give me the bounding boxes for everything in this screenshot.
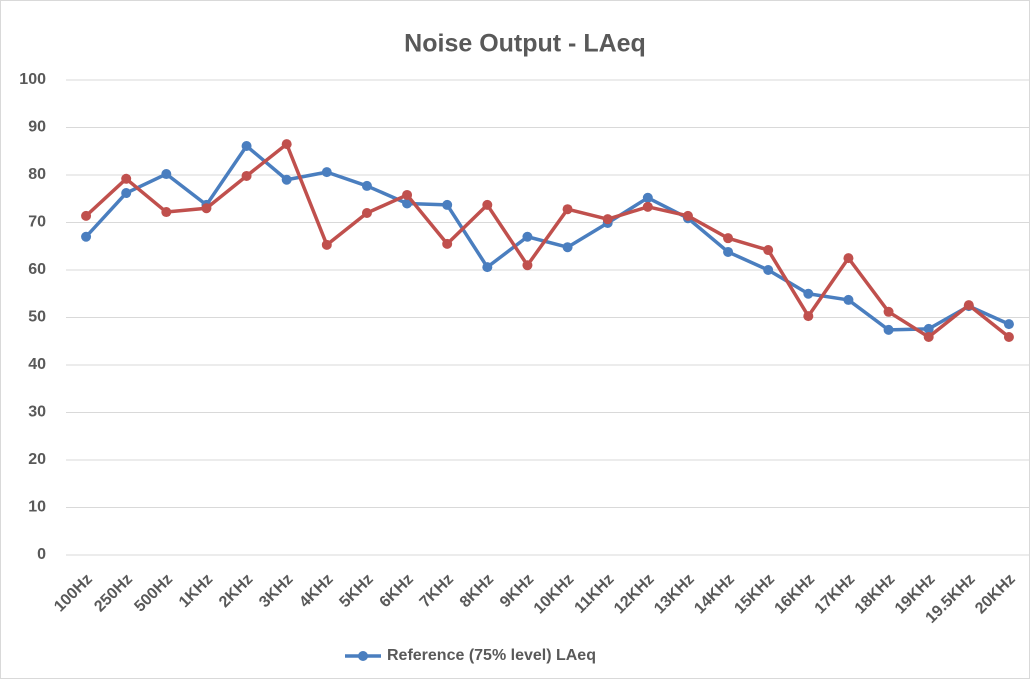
data-point (361, 208, 372, 218)
data-point (642, 192, 653, 203)
data-point (321, 167, 332, 178)
data-point (482, 199, 493, 210)
series (81, 139, 1014, 342)
y-tick-label: 80 (28, 166, 46, 183)
y-tick-label: 60 (28, 261, 46, 278)
series (81, 141, 1014, 335)
data-point (723, 233, 734, 244)
chart-title: Noise Output - LAeq (404, 30, 646, 58)
y-tick-label: 30 (28, 404, 46, 421)
legend-label: Reference (75% level) LAeq (387, 647, 596, 664)
data-point (482, 262, 493, 273)
data-point (121, 188, 132, 199)
data-point (241, 141, 252, 152)
data-point (402, 198, 413, 209)
series-line (84, 144, 1010, 332)
data-point (121, 173, 132, 184)
data-point (161, 169, 172, 180)
data-point (81, 210, 92, 221)
data-point (81, 231, 92, 242)
data-point (803, 311, 814, 322)
data-point (281, 139, 292, 150)
data-point (321, 239, 332, 250)
data-point (241, 170, 252, 181)
data-point (923, 331, 934, 342)
y-tick-label: 0 (37, 546, 46, 563)
y-tick-label: 90 (28, 119, 46, 136)
data-point (883, 306, 894, 317)
data-point (562, 242, 573, 253)
data-point (602, 214, 613, 225)
data-point (1003, 319, 1014, 330)
data-point (923, 323, 934, 334)
data-point (843, 253, 854, 264)
data-point (763, 245, 774, 256)
data-point (642, 201, 653, 212)
y-tick-label: 100 (19, 71, 46, 88)
data-point (843, 294, 854, 305)
data-point (763, 265, 774, 275)
y-tick-label: 20 (28, 451, 46, 468)
data-point (1003, 331, 1014, 342)
data-point (522, 231, 533, 242)
data-point (682, 210, 693, 221)
legend-marker (358, 651, 368, 661)
series-line (84, 142, 1011, 339)
data-point (442, 238, 453, 249)
data-point (723, 246, 734, 257)
data-point (522, 260, 533, 271)
data-point (402, 189, 413, 200)
data-point (963, 300, 974, 311)
y-tick-label: 10 (28, 499, 46, 516)
data-point (883, 324, 894, 335)
data-point (361, 180, 372, 191)
data-point (161, 207, 172, 218)
data-point (442, 199, 453, 210)
y-tick-label: 40 (28, 356, 46, 373)
y-tick-label: 50 (28, 309, 46, 326)
y-tick-label: 70 (28, 214, 46, 231)
data-point (281, 174, 292, 185)
data-point (803, 288, 814, 299)
data-point (562, 204, 573, 215)
data-point (201, 203, 212, 214)
